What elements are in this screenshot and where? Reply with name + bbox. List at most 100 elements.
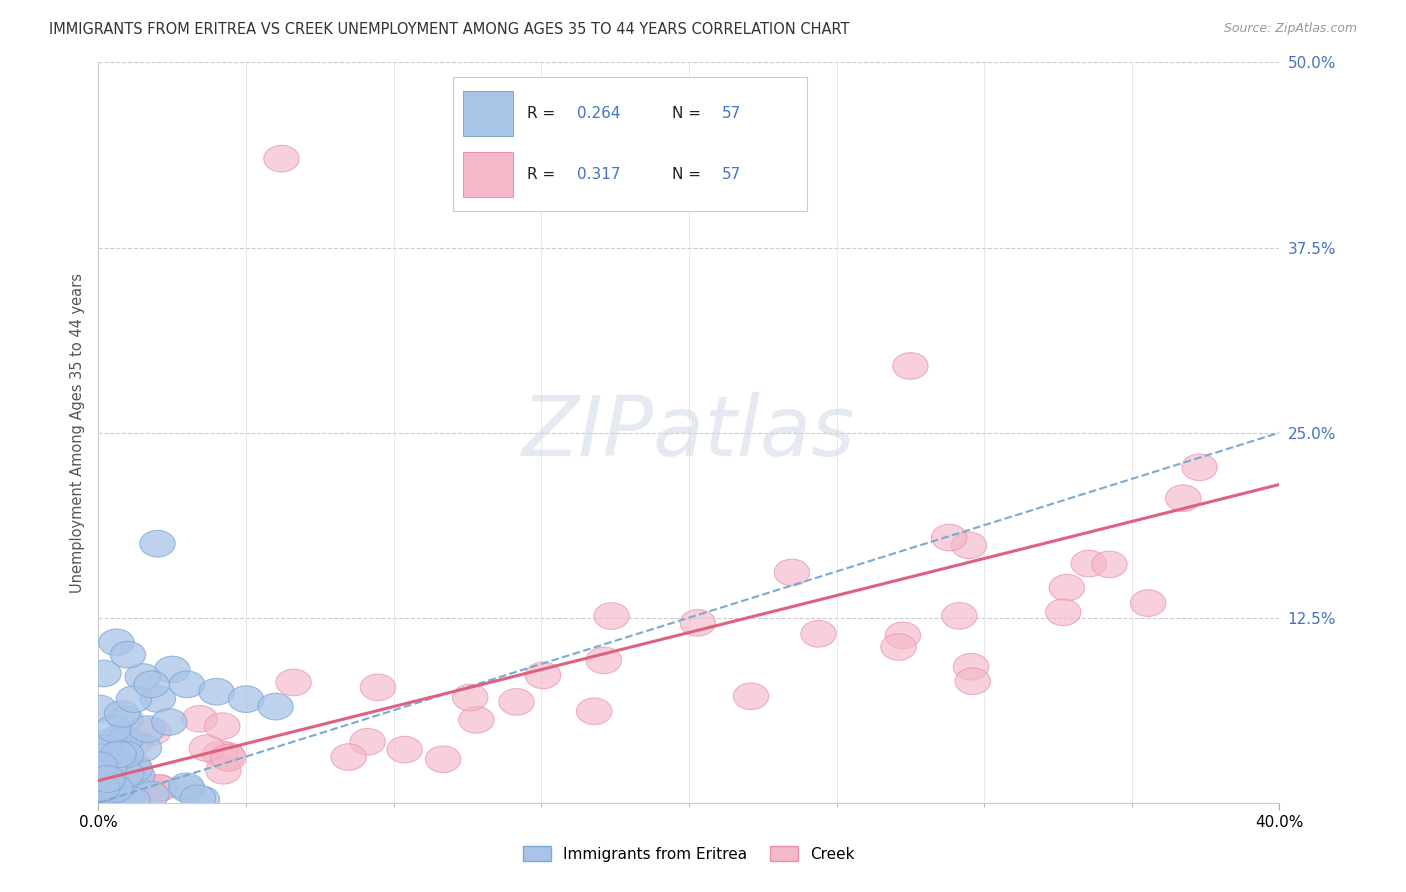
- Ellipse shape: [330, 744, 367, 771]
- Ellipse shape: [89, 760, 124, 787]
- Y-axis label: Unemployment Among Ages 35 to 44 years: Unemployment Among Ages 35 to 44 years: [69, 273, 84, 592]
- Ellipse shape: [190, 735, 225, 762]
- Ellipse shape: [91, 754, 127, 780]
- Ellipse shape: [103, 724, 138, 751]
- Ellipse shape: [127, 735, 162, 762]
- Ellipse shape: [734, 683, 769, 710]
- Ellipse shape: [103, 789, 138, 816]
- Ellipse shape: [87, 774, 122, 801]
- Ellipse shape: [82, 744, 118, 771]
- Ellipse shape: [1092, 551, 1128, 578]
- Ellipse shape: [205, 713, 240, 739]
- Ellipse shape: [360, 674, 395, 701]
- Ellipse shape: [586, 647, 621, 673]
- Ellipse shape: [101, 741, 136, 768]
- Ellipse shape: [134, 781, 169, 808]
- Ellipse shape: [152, 708, 187, 735]
- Ellipse shape: [880, 633, 917, 660]
- Ellipse shape: [108, 706, 143, 732]
- Ellipse shape: [1182, 454, 1218, 481]
- Ellipse shape: [955, 668, 990, 695]
- Ellipse shape: [893, 352, 928, 379]
- Ellipse shape: [387, 736, 422, 763]
- Ellipse shape: [90, 766, 125, 792]
- Ellipse shape: [183, 706, 218, 732]
- Ellipse shape: [91, 778, 127, 805]
- Ellipse shape: [107, 757, 142, 784]
- Ellipse shape: [86, 784, 121, 811]
- Ellipse shape: [83, 787, 118, 814]
- Ellipse shape: [139, 531, 176, 557]
- Ellipse shape: [87, 775, 122, 802]
- Ellipse shape: [110, 641, 146, 668]
- Ellipse shape: [801, 621, 837, 647]
- Ellipse shape: [1046, 599, 1081, 625]
- Ellipse shape: [107, 774, 142, 801]
- Ellipse shape: [141, 774, 176, 801]
- Ellipse shape: [499, 689, 534, 715]
- Ellipse shape: [87, 750, 122, 777]
- Ellipse shape: [155, 657, 190, 683]
- Text: IMMIGRANTS FROM ERITREA VS CREEK UNEMPLOYMENT AMONG AGES 35 TO 44 YEARS CORRELAT: IMMIGRANTS FROM ERITREA VS CREEK UNEMPLO…: [49, 22, 849, 37]
- Ellipse shape: [115, 751, 150, 778]
- Ellipse shape: [86, 782, 121, 808]
- Ellipse shape: [198, 679, 235, 705]
- Ellipse shape: [681, 609, 716, 636]
- Ellipse shape: [84, 774, 120, 801]
- Ellipse shape: [953, 654, 988, 680]
- Ellipse shape: [108, 741, 143, 768]
- Ellipse shape: [942, 602, 977, 629]
- Ellipse shape: [131, 774, 166, 801]
- Ellipse shape: [141, 686, 176, 713]
- Ellipse shape: [117, 756, 152, 782]
- Ellipse shape: [1166, 485, 1201, 511]
- Ellipse shape: [952, 532, 987, 558]
- Ellipse shape: [129, 716, 165, 742]
- Ellipse shape: [96, 715, 131, 742]
- Ellipse shape: [86, 660, 121, 687]
- Ellipse shape: [931, 524, 967, 551]
- Ellipse shape: [84, 775, 120, 802]
- Ellipse shape: [91, 730, 127, 756]
- Ellipse shape: [886, 622, 921, 648]
- Ellipse shape: [593, 603, 630, 630]
- Ellipse shape: [98, 776, 134, 802]
- Ellipse shape: [86, 735, 122, 762]
- Ellipse shape: [94, 749, 129, 776]
- Ellipse shape: [264, 145, 299, 172]
- Ellipse shape: [180, 785, 215, 812]
- Ellipse shape: [169, 773, 204, 800]
- Ellipse shape: [98, 740, 134, 767]
- Ellipse shape: [576, 698, 612, 724]
- Ellipse shape: [170, 776, 205, 802]
- Ellipse shape: [202, 740, 238, 767]
- Ellipse shape: [426, 746, 461, 772]
- Ellipse shape: [83, 734, 118, 761]
- Ellipse shape: [135, 718, 172, 745]
- Ellipse shape: [104, 700, 139, 727]
- Ellipse shape: [118, 729, 153, 755]
- Ellipse shape: [169, 671, 205, 698]
- Ellipse shape: [97, 773, 132, 800]
- Ellipse shape: [526, 662, 561, 689]
- Ellipse shape: [82, 695, 117, 722]
- Ellipse shape: [108, 760, 143, 787]
- Ellipse shape: [228, 686, 264, 713]
- Ellipse shape: [87, 788, 124, 814]
- Ellipse shape: [257, 693, 294, 720]
- Ellipse shape: [453, 684, 488, 711]
- Ellipse shape: [1071, 550, 1107, 577]
- Ellipse shape: [82, 752, 117, 779]
- Ellipse shape: [211, 745, 246, 771]
- Legend: Immigrants from Eritrea, Creek: Immigrants from Eritrea, Creek: [523, 846, 855, 862]
- Ellipse shape: [87, 763, 122, 789]
- Ellipse shape: [184, 786, 219, 813]
- Ellipse shape: [205, 757, 242, 784]
- Text: ZIPatlas: ZIPatlas: [522, 392, 856, 473]
- Ellipse shape: [142, 774, 177, 801]
- Ellipse shape: [94, 787, 129, 814]
- Ellipse shape: [350, 729, 385, 755]
- Ellipse shape: [276, 669, 311, 696]
- Ellipse shape: [98, 629, 134, 656]
- Ellipse shape: [108, 761, 143, 787]
